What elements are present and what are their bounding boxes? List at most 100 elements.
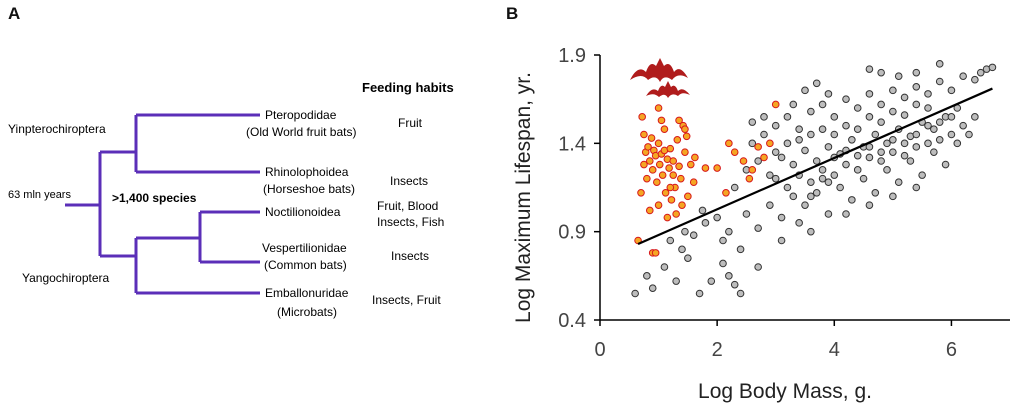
point-other-mammal	[924, 90, 932, 98]
point-bat	[725, 139, 733, 148]
point-other-mammal	[842, 95, 850, 103]
point-other-mammal	[853, 151, 862, 160]
point-other-mammal	[807, 107, 815, 116]
x-tick-label: 6	[946, 339, 957, 361]
point-bat	[675, 162, 683, 171]
point-bat	[771, 100, 780, 109]
bat-icons	[630, 58, 690, 98]
species-count-label: >1,400 species	[112, 191, 197, 205]
point-bat	[669, 157, 678, 165]
regression-line	[637, 87, 993, 246]
point-bat	[654, 104, 663, 112]
point-other-mammal	[871, 130, 880, 139]
point-bat	[638, 113, 646, 121]
y-tick-label: 0.4	[558, 310, 586, 332]
habit-emballonuridae: Insects, Fruit	[372, 293, 441, 307]
point-other-mammal	[865, 201, 874, 209]
point-other-mammal	[818, 166, 827, 174]
point-other-mammal	[912, 68, 921, 77]
point-other-mammal	[924, 121, 932, 130]
point-bat	[748, 166, 757, 174]
point-other-mammal	[824, 143, 833, 151]
point-other-mammal	[842, 160, 850, 169]
point-other-mammal	[719, 236, 727, 245]
point-other-mammal	[935, 118, 944, 126]
point-other-mammal	[877, 68, 885, 77]
point-other-mammal	[853, 125, 862, 133]
point-other-mammal	[912, 143, 921, 151]
point-bat	[722, 189, 730, 197]
point-bat	[655, 160, 664, 169]
point-bat	[681, 148, 689, 156]
point-other-mammal	[754, 157, 762, 165]
point-other-mammal	[889, 86, 897, 95]
x-tick-label: 0	[594, 339, 605, 361]
habit-rhinolophoidea: Insects	[390, 174, 428, 188]
point-other-mammal	[900, 151, 909, 160]
point-other-mammal	[666, 236, 675, 245]
point-other-mammal	[824, 90, 833, 98]
taxon-emballonuridae-common: (Microbats)	[277, 305, 337, 319]
point-other-mammal	[707, 277, 716, 285]
taxon-vespertilionidae: Vespertilionidae	[262, 241, 347, 255]
point-other-mammal	[959, 72, 967, 80]
point-other-mammal	[754, 263, 762, 271]
point-other-mammal	[930, 148, 938, 156]
point-bat	[643, 174, 651, 183]
y-tick-label: 1.9	[558, 45, 586, 67]
point-other-mammal	[865, 65, 874, 73]
point-other-mammal	[935, 60, 944, 68]
point-other-mammal	[684, 254, 692, 262]
point-bat	[682, 132, 691, 141]
point-other-mammal	[889, 148, 897, 156]
point-other-mammal	[853, 166, 862, 174]
suborder-yangochiroptera: Yangochiroptera	[22, 271, 109, 285]
point-other-mammal	[912, 100, 921, 109]
point-other-mammal	[807, 178, 815, 186]
point-other-mammal	[912, 183, 921, 192]
point-bat	[730, 148, 739, 156]
point-other-mammal	[701, 219, 710, 227]
point-other-mammal	[883, 166, 891, 174]
point-other-mammal	[689, 231, 698, 239]
point-other-mammal	[777, 153, 786, 162]
point-bat	[666, 144, 675, 153]
point-other-mammal	[672, 277, 680, 285]
point-other-mammal	[953, 139, 962, 148]
point-other-mammal	[871, 189, 880, 197]
point-other-mammal	[660, 263, 669, 271]
point-other-mammal	[924, 104, 932, 112]
point-other-mammal	[824, 210, 833, 218]
point-bat	[648, 166, 657, 174]
point-other-mammal	[730, 183, 739, 192]
point-other-mammal	[848, 136, 856, 144]
point-other-mammal	[801, 86, 809, 95]
point-other-mammal	[988, 63, 997, 72]
point-other-mammal	[877, 118, 885, 126]
point-bat	[669, 171, 678, 179]
phylogeny-tree: Feeding habits Yinpterochiroptera 63 mln…	[8, 80, 454, 319]
point-bat	[660, 125, 669, 133]
point-other-mammal	[947, 130, 956, 139]
tree-branches	[65, 113, 260, 295]
point-other-mammal	[965, 130, 973, 139]
chart-axes: 0 2 4 6 0.4 0.9 1.4 1.9	[558, 45, 1010, 361]
point-other-mammal	[795, 136, 803, 144]
point-other-mammal	[894, 72, 903, 80]
x-axis-title: Log Body Mass, g.	[698, 380, 872, 403]
point-other-mammal	[818, 100, 827, 109]
panel-a-label: A	[8, 4, 21, 23]
point-bat	[665, 164, 673, 172]
point-bat	[673, 136, 682, 144]
lifespan-scatter-chart: 0 2 4 6 0.4 0.9 1.4 1.9 Log Body Mass, g. Log Ma…	[512, 45, 1010, 403]
point-other-mammal	[924, 139, 932, 148]
taxon-emballonuridae: Emballonuridae	[265, 286, 349, 300]
point-bat	[666, 183, 675, 192]
point-other-mammal	[865, 153, 874, 162]
point-other-mammal	[836, 183, 844, 192]
point-bat	[651, 249, 660, 257]
point-other-mammal	[742, 210, 751, 218]
point-other-mammal	[695, 289, 704, 298]
point-bat	[739, 157, 748, 165]
point-bat	[644, 143, 652, 151]
